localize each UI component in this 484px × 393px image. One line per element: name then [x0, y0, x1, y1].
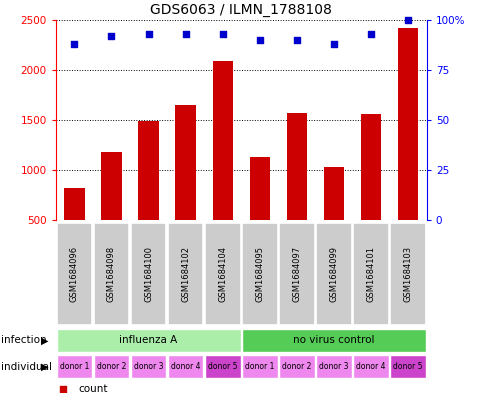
Bar: [205, 355, 240, 378]
Bar: [138, 121, 158, 220]
Bar: [390, 355, 425, 378]
Bar: [390, 223, 425, 325]
Bar: [249, 158, 270, 220]
Text: GSM1684098: GSM1684098: [106, 246, 116, 302]
Text: individual: individual: [1, 362, 52, 372]
Point: [59, 386, 67, 392]
Text: donor 3: donor 3: [318, 362, 348, 371]
Bar: [205, 223, 240, 325]
Bar: [57, 223, 92, 325]
Text: donor 2: donor 2: [96, 362, 126, 371]
Bar: [64, 188, 84, 220]
Text: donor 5: donor 5: [208, 362, 237, 371]
Text: donor 2: donor 2: [282, 362, 311, 371]
Bar: [316, 223, 351, 325]
Bar: [353, 355, 388, 378]
Bar: [212, 61, 232, 220]
Bar: [242, 223, 277, 325]
Point: [404, 17, 411, 23]
Text: donor 1: donor 1: [60, 362, 89, 371]
Text: GSM1684095: GSM1684095: [255, 246, 264, 302]
Bar: [101, 152, 121, 220]
Bar: [316, 355, 351, 378]
Bar: [93, 355, 129, 378]
Bar: [93, 223, 129, 325]
Point: [218, 31, 226, 37]
Text: donor 4: donor 4: [356, 362, 385, 371]
Bar: [360, 114, 380, 220]
Point: [70, 40, 78, 47]
Text: GSM1684102: GSM1684102: [181, 246, 190, 302]
Bar: [57, 355, 92, 378]
Bar: [242, 355, 277, 378]
Text: influenza A: influenza A: [119, 335, 177, 345]
Text: GSM1684096: GSM1684096: [70, 246, 79, 302]
Text: donor 4: donor 4: [170, 362, 200, 371]
Text: GSM1684097: GSM1684097: [292, 246, 301, 302]
Point: [144, 31, 152, 37]
Text: no virus control: no virus control: [293, 335, 374, 345]
Bar: [353, 223, 388, 325]
Point: [182, 31, 189, 37]
Text: GSM1684101: GSM1684101: [366, 246, 375, 302]
Bar: [323, 167, 344, 220]
Point: [256, 37, 263, 43]
Bar: [242, 329, 425, 352]
Point: [330, 40, 337, 47]
Text: GSM1684100: GSM1684100: [144, 246, 153, 302]
Text: donor 1: donor 1: [244, 362, 274, 371]
Text: donor 5: donor 5: [393, 362, 422, 371]
Text: GSM1684104: GSM1684104: [218, 246, 227, 302]
Bar: [279, 355, 314, 378]
Bar: [286, 113, 306, 220]
Text: donor 3: donor 3: [134, 362, 163, 371]
Title: GDS6063 / ILMN_1788108: GDS6063 / ILMN_1788108: [150, 3, 332, 17]
Text: ▶: ▶: [41, 335, 48, 345]
Bar: [167, 355, 203, 378]
Bar: [167, 223, 203, 325]
Point: [292, 37, 300, 43]
Text: infection: infection: [1, 335, 47, 345]
Bar: [279, 223, 314, 325]
Bar: [57, 329, 240, 352]
Bar: [397, 28, 418, 220]
Bar: [131, 355, 166, 378]
Bar: [131, 223, 166, 325]
Bar: [175, 105, 196, 220]
Point: [366, 31, 374, 37]
Text: GSM1684099: GSM1684099: [329, 246, 338, 302]
Text: GSM1684103: GSM1684103: [403, 246, 412, 302]
Point: [107, 33, 115, 39]
Text: count: count: [78, 384, 107, 393]
Text: ▶: ▶: [41, 362, 48, 372]
